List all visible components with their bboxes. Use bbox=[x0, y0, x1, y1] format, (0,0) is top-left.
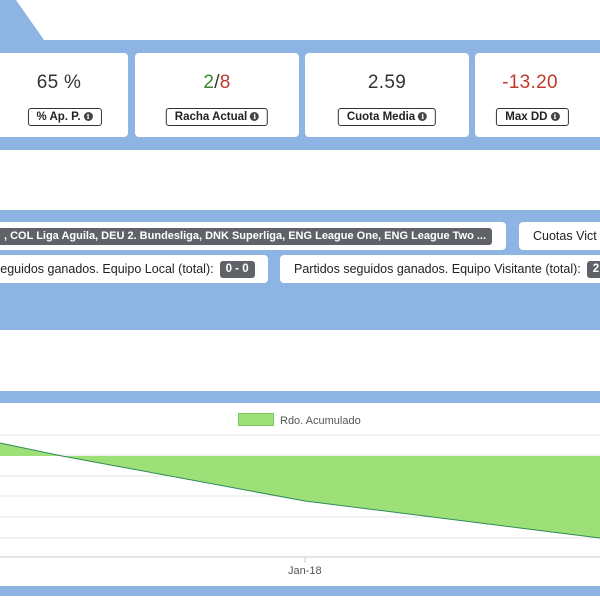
leagues-filter[interactable]: , COL Liga Aguila, DEU 2. Bundesliga, DN… bbox=[0, 222, 506, 250]
home-streak-label: seguidos ganados. Equipo Local (total): bbox=[0, 262, 214, 276]
x-tick-label: Jan-18 bbox=[288, 565, 322, 577]
stat-label-cuota-button[interactable]: Cuota Media i bbox=[337, 108, 437, 126]
stat-value-racha: 2/8 bbox=[135, 72, 299, 94]
info-icon: i bbox=[418, 112, 428, 121]
racha-separator: / bbox=[214, 72, 220, 93]
stat-value-cuota: 2.59 bbox=[367, 72, 407, 93]
stat-label-text: Max DD bbox=[505, 111, 548, 123]
stat-label-racha-button[interactable]: Racha Actual i bbox=[165, 108, 269, 126]
info-icon: i bbox=[250, 112, 260, 121]
stat-card-maxdd: -13.20 Max DD i bbox=[475, 53, 600, 137]
stat-value-maxdd: -13.20 bbox=[502, 72, 558, 93]
legend-label: Rdo. Acumulado bbox=[280, 415, 361, 427]
leagues-badge: , COL Liga Aguila, DEU 2. Bundesliga, DN… bbox=[0, 228, 493, 246]
active-tab[interactable] bbox=[0, 0, 44, 40]
stat-value-ap: 65 % bbox=[36, 72, 82, 93]
racha-won: 2 bbox=[203, 72, 215, 93]
stat-label-text: Racha Actual bbox=[174, 111, 248, 123]
series-line bbox=[0, 442, 600, 539]
stat-label-ap-button[interactable]: % Ap. P. i bbox=[27, 108, 102, 126]
away-streak-count: 2 bbox=[586, 261, 600, 279]
odds-filter-label: Cuotas Vict bbox=[533, 229, 597, 243]
stat-card-cuota: 2.59 Cuota Media i bbox=[305, 53, 469, 137]
stat-label-text: Cuota Media bbox=[346, 111, 416, 123]
home-streak-filter[interactable]: seguidos ganados. Equipo Local (total): 0… bbox=[0, 255, 268, 283]
away-streak-filter[interactable]: Partidos seguidos ganados. Equipo Visita… bbox=[280, 255, 600, 283]
home-streak-count: 0 - 0 bbox=[219, 261, 255, 279]
odds-filter[interactable]: Cuotas Vict bbox=[519, 222, 600, 250]
racha-total: 8 bbox=[219, 72, 231, 93]
stat-label-maxdd-button[interactable]: Max DD i bbox=[496, 108, 569, 126]
accumulated-result-chart bbox=[0, 434, 600, 563]
chart-legend[interactable]: Rdo. Acumulado bbox=[238, 413, 361, 427]
stat-card-ap: 65 % % Ap. P. i bbox=[0, 53, 128, 137]
stat-card-racha: 2/8 Racha Actual i bbox=[135, 53, 299, 137]
legend-swatch bbox=[238, 413, 274, 426]
stat-label-text: % Ap. P. bbox=[36, 111, 81, 123]
info-icon: i bbox=[83, 112, 93, 121]
away-streak-label: Partidos seguidos ganados. Equipo Visita… bbox=[294, 262, 581, 276]
area-below-baseline bbox=[62, 456, 600, 538]
info-icon: i bbox=[550, 112, 560, 121]
